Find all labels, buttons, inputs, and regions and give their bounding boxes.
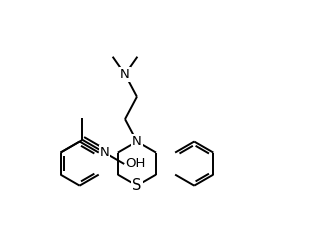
Text: N: N [132,135,142,148]
Text: N: N [100,146,109,159]
Text: OH: OH [126,158,146,170]
Text: S: S [132,178,142,193]
Text: N: N [120,68,130,81]
